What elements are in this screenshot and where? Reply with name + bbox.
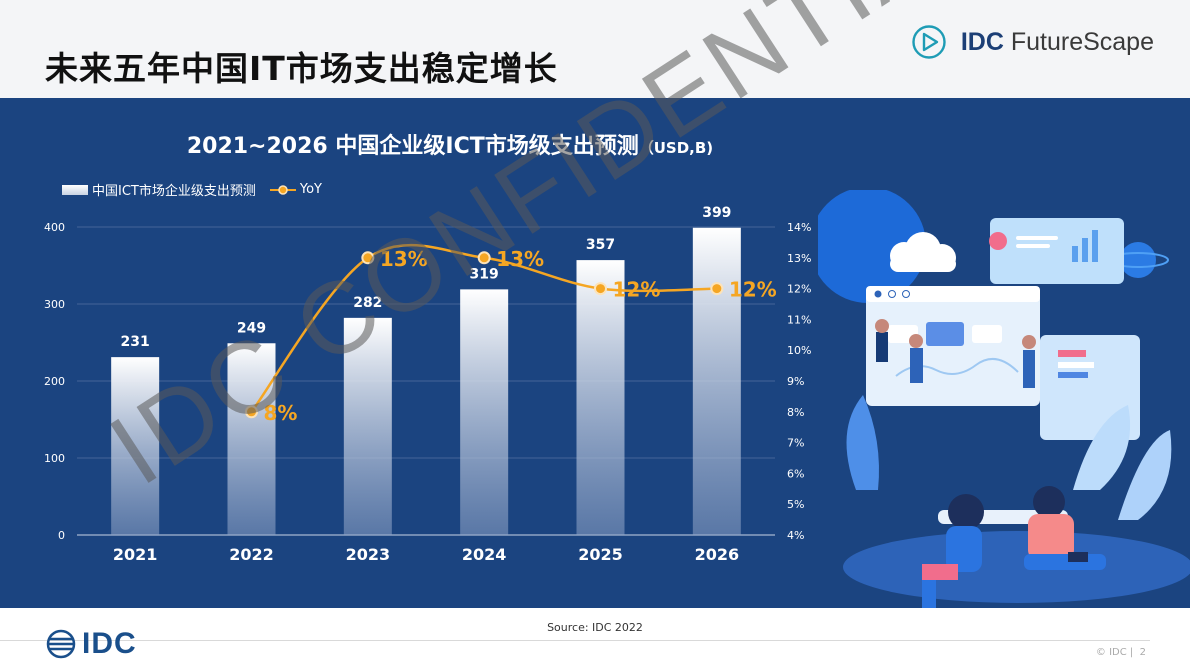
bar-value-label: 319 bbox=[470, 266, 499, 282]
chart-panel: 2021~2026 中国企业级ICT市场级支出预测（USD,B) 中国ICT市场… bbox=[0, 98, 1190, 608]
y-left-tick-label: 400 bbox=[44, 221, 65, 234]
y-right-tick-label: 8% bbox=[787, 406, 804, 419]
yoy-value-label: 8% bbox=[264, 401, 298, 425]
footer-divider bbox=[0, 640, 1150, 641]
y-right-tick-label: 7% bbox=[787, 437, 804, 450]
footer-logo: IDC bbox=[46, 627, 137, 661]
legend-yoy-label: YoY bbox=[299, 182, 322, 197]
bar-2023 bbox=[343, 317, 392, 535]
y-left-tick-label: 300 bbox=[44, 298, 65, 311]
yoy-line bbox=[250, 244, 717, 413]
yoy-value-label: 13% bbox=[380, 247, 428, 271]
footer-logo-text: IDC bbox=[82, 627, 137, 660]
bar-2025 bbox=[576, 260, 625, 535]
analytics-illustration bbox=[818, 190, 1190, 608]
bar-value-label: 399 bbox=[702, 205, 731, 221]
y-right-tick-label: 9% bbox=[787, 375, 804, 388]
y-left-tick-label: 100 bbox=[44, 452, 65, 465]
bar-2026 bbox=[692, 227, 741, 535]
copyright: © IDC | 2 bbox=[1095, 647, 1146, 658]
bar-2024 bbox=[460, 289, 509, 535]
yoy-point bbox=[477, 251, 491, 265]
futurescape-play-icon bbox=[912, 25, 946, 59]
y-right-tick-label: 11% bbox=[787, 313, 811, 326]
bar-2022 bbox=[227, 343, 276, 535]
chart-title: 2021~2026 中国企业级ICT市场级支出预测（USD,B) bbox=[186, 134, 714, 159]
chart-legend: 中国ICT市场企业级支出预测 YoY bbox=[62, 180, 322, 199]
brand-logo: IDC FutureScape bbox=[911, 22, 1154, 62]
bar-value-label: 249 bbox=[237, 320, 266, 336]
bar-value-label: 231 bbox=[121, 334, 150, 350]
legend-bar-label: 中国ICT市场企业级支出预测 bbox=[92, 184, 256, 199]
brand-name: IDC FutureScape bbox=[960, 27, 1154, 56]
yoy-value-label: 12% bbox=[729, 278, 777, 302]
x-tick-label: 2025 bbox=[578, 545, 623, 564]
yoy-value-label: 12% bbox=[613, 278, 661, 302]
chart-title-unit: （USD,B) bbox=[638, 139, 714, 157]
y-left-tick-label: 200 bbox=[44, 375, 65, 388]
yoy-point bbox=[594, 282, 607, 296]
header-bar bbox=[0, 0, 1190, 98]
y-right-tick-label: 10% bbox=[787, 344, 811, 357]
page-number: 2 bbox=[1139, 647, 1146, 658]
x-tick-label: 2024 bbox=[462, 545, 507, 564]
bar-2021 bbox=[111, 357, 160, 535]
source-note: Source: IDC 2022 bbox=[547, 621, 643, 634]
legend-item-yoy: YoY bbox=[269, 182, 322, 197]
legend-bar-swatch bbox=[62, 184, 88, 195]
y-right-tick-label: 6% bbox=[787, 467, 804, 480]
chart-plot: 0 100 200 300 400 4% 5% 6% 7% 8% 9% 10% 11% 12% 13% 14%… bbox=[44, 205, 811, 564]
bar-value-label: 282 bbox=[353, 295, 382, 311]
yoy-point bbox=[710, 282, 724, 296]
legend-line-swatch bbox=[269, 184, 296, 195]
yoy-value-label: 13% bbox=[496, 247, 544, 271]
x-tick-label: 2026 bbox=[695, 545, 740, 564]
x-tick-label: 2023 bbox=[346, 545, 391, 564]
idc-globe-icon bbox=[46, 629, 76, 659]
y-right-tick-label: 4% bbox=[787, 529, 804, 542]
yoy-point bbox=[361, 251, 375, 265]
y-right-tick-label: 12% bbox=[787, 283, 811, 296]
x-tick-label: 2021 bbox=[113, 545, 158, 564]
y-left-tick-label: 0 bbox=[58, 529, 65, 542]
y-right-tick-label: 13% bbox=[787, 252, 811, 265]
y-right-tick-label: 14% bbox=[787, 221, 811, 234]
page-title: 未来五年中国IT市场支出稳定增长 bbox=[45, 49, 558, 88]
legend-item-bars: 中国ICT市场企业级支出预测 bbox=[62, 180, 256, 199]
bar-value-label: 357 bbox=[586, 237, 615, 253]
x-tick-label: 2022 bbox=[229, 545, 274, 564]
yoy-point bbox=[245, 405, 258, 419]
y-right-tick-label: 5% bbox=[787, 498, 804, 511]
